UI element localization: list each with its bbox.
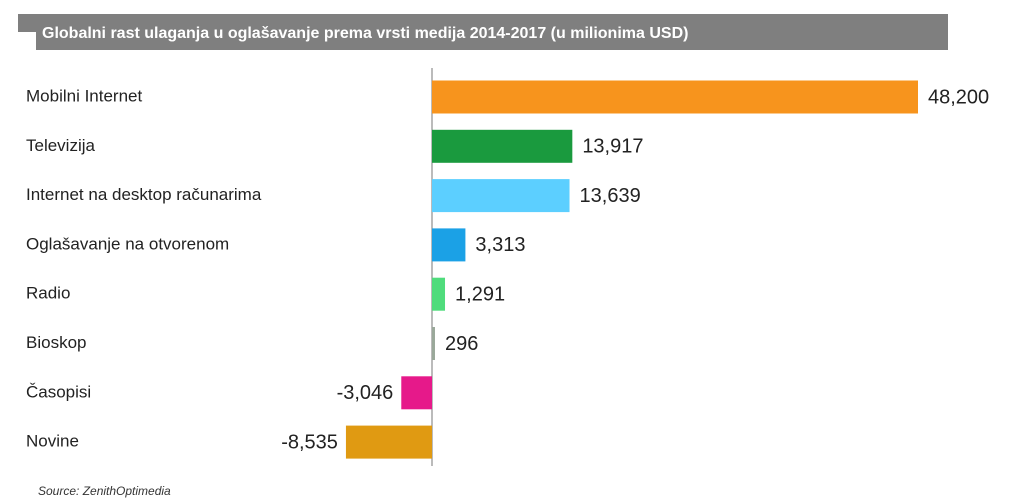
- category-label: Oglašavanje na otvorenom: [26, 234, 229, 253]
- value-label: 296: [445, 333, 478, 355]
- title-banner: [18, 14, 948, 50]
- value-label: 13,917: [582, 136, 643, 158]
- bar: [432, 129, 573, 163]
- value-label: 13,639: [580, 185, 641, 207]
- category-label: Radio: [26, 284, 70, 303]
- bar: [345, 425, 432, 459]
- chart-title: Globalni rast ulaganja u oglašavanje pre…: [42, 25, 688, 42]
- bar: [432, 327, 435, 360]
- bar: [432, 277, 446, 311]
- value-label: -8,535: [281, 431, 338, 453]
- bar: [432, 228, 466, 262]
- source: Source: ZenithOptimedia: [38, 484, 171, 498]
- value-label: 48,200: [928, 86, 989, 108]
- bar: [432, 179, 570, 213]
- bar: [432, 80, 918, 114]
- value-label: 1,291: [455, 283, 505, 305]
- value-label: 3,313: [475, 234, 525, 256]
- category-label: Novine: [26, 432, 79, 451]
- category-label: Časopisi: [26, 382, 91, 401]
- category-label: Mobilni Internet: [26, 86, 143, 105]
- value-label: -3,046: [337, 382, 394, 404]
- bar: [401, 376, 432, 410]
- category-label: Televizija: [26, 136, 96, 155]
- category-label: Internet na desktop računarima: [26, 185, 262, 204]
- category-label: Bioskop: [26, 333, 86, 352]
